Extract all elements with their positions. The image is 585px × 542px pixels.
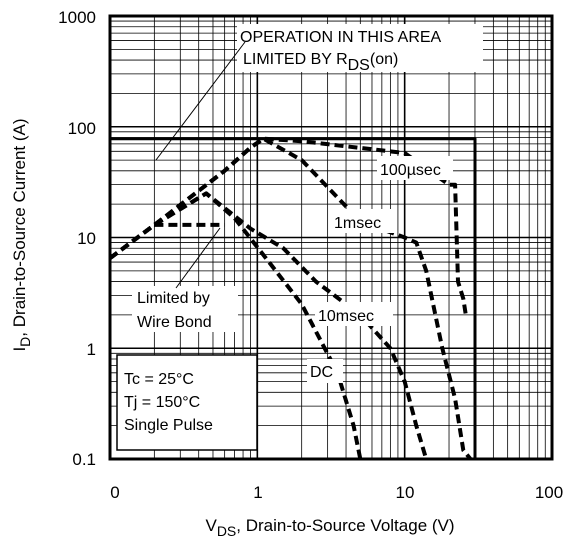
- rds-annotation-suffix: (on): [370, 51, 398, 68]
- series-line-limit: [110, 137, 477, 459]
- wire-annotation-line2: Wire Bond: [137, 314, 212, 331]
- y-axis-label: ID, Drain-to-Source Current (A): [10, 118, 33, 351]
- series-line-1msec: [108, 136, 473, 461]
- label-bg-1ms: [331, 209, 395, 233]
- label-bg-dc: [307, 359, 343, 383]
- x-tick-label: 100: [535, 483, 563, 502]
- grid: [109, 16, 552, 460]
- condition-pulse: Single Pulse: [124, 417, 213, 434]
- rds-annotation-sub: DS: [348, 57, 370, 74]
- chart-marks: [108, 136, 477, 461]
- x-axis-label-sub: DS: [217, 523, 236, 539]
- wire-label-background: [132, 286, 238, 332]
- conditions-box: [116, 354, 258, 451]
- y-tick-label: 0.1: [72, 450, 96, 469]
- rds-annotation-line1: OPERATION IN THIS AREA: [240, 29, 442, 46]
- label-bg-10ms: [315, 302, 393, 326]
- x-tick-labels: 0 1 10 100: [110, 483, 563, 502]
- wire-leader-line: [175, 227, 221, 289]
- wire-annotation-line1: Limited by: [137, 290, 210, 307]
- label-1ms: 1msec: [334, 215, 381, 232]
- x-tick-label: 10: [396, 483, 415, 502]
- rds-label-background: [237, 24, 483, 72]
- rds-leader-line: [155, 41, 246, 161]
- x-axis-label: VDS, Drain-to-Source Voltage (V): [205, 516, 454, 539]
- x-tick-label: 1: [253, 483, 262, 502]
- rds-annotation-line2: LIMITED BY RDS(on): [243, 51, 398, 74]
- condition-tj: Tj = 150°C: [124, 394, 200, 411]
- series-line-10msec: [108, 191, 429, 460]
- plot-border: [108, 14, 554, 461]
- label-bg-100us: [377, 156, 453, 180]
- series-line-dc: [108, 191, 363, 460]
- y-axis-label-rest: , Drain-to-Source Current (A): [10, 118, 29, 336]
- rds-annotation-main: LIMITED BY R: [243, 51, 348, 68]
- label-10ms: 10msec: [318, 308, 374, 325]
- label-100us: 100µsec: [380, 162, 441, 179]
- y-tick-label: 10: [77, 229, 96, 248]
- label-dc: DC: [310, 364, 333, 381]
- x-axis-label-main: V: [205, 516, 217, 535]
- y-tick-label: 1000: [58, 8, 96, 27]
- y-tick-labels: 0.1 1 10 100 1000: [58, 8, 96, 469]
- y-axis-label-main: I: [10, 347, 29, 352]
- x-axis-label-rest: , Drain-to-Source Voltage (V): [236, 516, 454, 535]
- y-tick-label: 100: [68, 119, 96, 138]
- x-tick-label: 0: [110, 483, 119, 502]
- y-tick-label: 1: [87, 340, 96, 359]
- condition-tc: Tc = 25°C: [124, 371, 194, 388]
- y-axis-label-sub: D: [17, 337, 33, 347]
